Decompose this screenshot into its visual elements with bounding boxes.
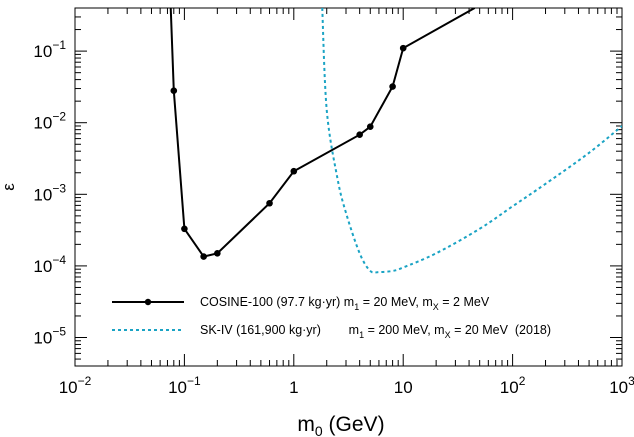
x-tick-base: 10 xyxy=(609,378,628,397)
y-tick-base: 10 xyxy=(33,42,52,61)
x-tick-base: 10 xyxy=(394,378,413,397)
series-layer xyxy=(169,8,622,274)
series-marker xyxy=(170,87,178,94)
legend: COSINE-100 (97.7 kg·yr) m1 = 20 MeV, mX … xyxy=(112,295,551,340)
series-marker xyxy=(266,199,273,207)
y-tick-label: 10−3 xyxy=(33,181,66,204)
y-tick-base: 10 xyxy=(33,185,52,204)
x-tick-label: 102 xyxy=(500,374,526,397)
legend-skiv-part-b: = 200 MeV, m xyxy=(364,323,445,337)
x-tick-exponent: 3 xyxy=(628,374,634,388)
plot-frame xyxy=(74,7,623,367)
x-tick-exponent: −2 xyxy=(78,374,92,388)
x-tick-label: 1 xyxy=(289,378,298,397)
series-marker xyxy=(366,123,374,130)
y-tick-base: 10 xyxy=(33,257,52,276)
legend-cosine-sub-1: 1 xyxy=(354,302,359,312)
x-tick-label: 10 xyxy=(394,378,413,397)
y-axis-label: ε xyxy=(0,183,18,191)
y-tick-label: 10−2 xyxy=(33,110,66,133)
x-tick-label: 10−2 xyxy=(59,374,92,397)
legend-cosine-part-b: = 20 MeV, m xyxy=(359,295,433,309)
series-marker xyxy=(181,225,188,233)
x-tick-base: 1 xyxy=(289,378,298,397)
x-axis-label-tail: (GeV) xyxy=(323,413,385,436)
x-tick-exponent: −1 xyxy=(187,374,201,388)
legend-cosine-part-a: COSINE-100 (97.7 kg·yr) m xyxy=(200,295,354,309)
y-major-ticks: 10−510−410−310−210−1 xyxy=(33,38,622,348)
x-tick-base: 10 xyxy=(168,378,187,397)
legend-skiv-part-a: SK-IV (161,900 kg·yr) m xyxy=(200,323,359,337)
series-marker xyxy=(214,249,221,257)
y-tick-exponent: −1 xyxy=(52,38,66,52)
x-axis-label-sub: 0 xyxy=(315,423,323,437)
x-axis-label-main: m xyxy=(297,413,315,436)
y-tick-label: 10−1 xyxy=(33,38,66,61)
y-tick-exponent: −3 xyxy=(52,181,66,195)
y-minor-ticks xyxy=(75,16,622,360)
series-marker xyxy=(200,253,207,260)
x-tick-exponent: 2 xyxy=(519,374,526,388)
y-tick-exponent: −4 xyxy=(52,253,66,267)
series-marker xyxy=(389,83,396,90)
legend-cosine-part-c: = 2 MeV xyxy=(439,295,490,309)
series-line-1 xyxy=(321,8,622,274)
y-tick-label: 10−4 xyxy=(33,253,66,276)
x-tick-base: 10 xyxy=(500,378,519,397)
series-line-0 xyxy=(169,8,476,258)
y-tick-base: 10 xyxy=(33,114,52,133)
legend-marker-cosine xyxy=(144,298,152,306)
x-tick-label: 10−1 xyxy=(168,374,201,397)
legend-skiv-sub-x: X xyxy=(445,330,451,340)
series-marker xyxy=(399,44,407,52)
y-tick-exponent: −2 xyxy=(52,110,66,124)
y-tick-label: 10−5 xyxy=(33,325,66,348)
legend-label-cosine: COSINE-100 (97.7 kg·yr) m1 = 20 MeV, mX … xyxy=(200,295,490,312)
x-minor-ticks xyxy=(107,8,618,366)
legend-skiv-sub-1: 1 xyxy=(359,330,364,340)
y-tick-base: 10 xyxy=(33,329,52,348)
series-marker xyxy=(290,167,298,175)
legend-cosine-sub-x: X xyxy=(433,302,439,312)
series-marker xyxy=(356,131,363,138)
y-tick-exponent: −5 xyxy=(52,325,66,339)
x-tick-base: 10 xyxy=(59,378,78,397)
x-axis-label: m0 (GeV) xyxy=(297,413,384,437)
legend-skiv-part-c: = 20 MeV (2018) xyxy=(451,323,551,337)
x-major-ticks: 10−2 10−1 1 10 102 103 xyxy=(59,8,634,397)
legend-label-skiv: SK-IV (161,900 kg·yr) m1 = 200 MeV, mX =… xyxy=(200,323,551,340)
x-tick-label: 103 xyxy=(609,374,634,397)
